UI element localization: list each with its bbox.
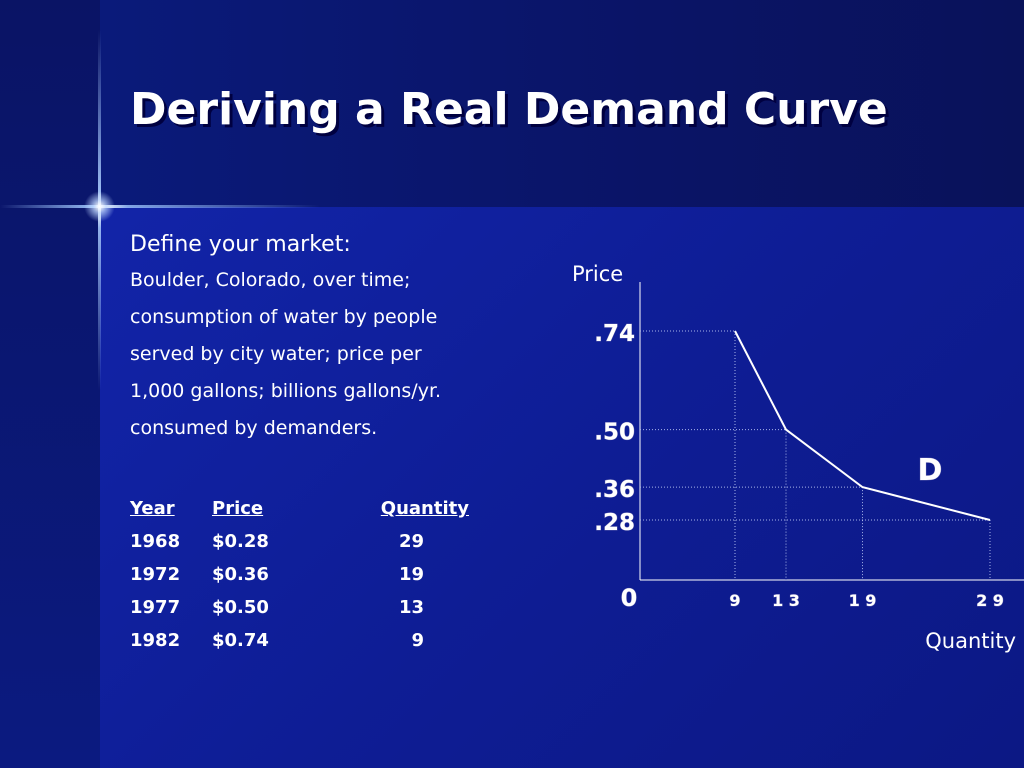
quantity-tick-label: 9 — [729, 591, 740, 610]
demand-curve-line — [734, 330, 991, 521]
slide-title: Deriving a Real Demand Curve — [130, 84, 888, 135]
demand-series-label: D — [918, 453, 943, 488]
price-quantity-table: Year Price Quantity 1968 $0.28 29 1972 $… — [130, 492, 469, 657]
intro-line: Define your market: — [130, 232, 351, 257]
price-tick-label: .74 — [594, 321, 635, 347]
quantity-axis-title: Quantity — [925, 629, 1016, 653]
description-line: Boulder, Colorado, over time; — [130, 269, 411, 291]
demand-curve-svg: .74 .50 .36 .28 9 1 3 1 9 2 9 0 D Price Quantity — [572, 262, 1024, 653]
quantity-tick-label: 2 9 — [976, 591, 1004, 610]
cell-price: $0.36 — [212, 564, 269, 585]
cell-year: 1982 — [130, 630, 181, 651]
cell-price: $0.74 — [212, 630, 269, 651]
cell-price: $0.50 — [212, 597, 269, 618]
cell-year: 1977 — [130, 597, 181, 618]
price-tick-label: .50 — [594, 420, 635, 446]
decorative-horizontal-line — [0, 205, 320, 208]
origin-label: 0 — [621, 584, 638, 612]
slide-body-background — [100, 207, 1024, 768]
slide-title-band — [100, 0, 1024, 207]
cell-quantity: 13 — [398, 597, 424, 618]
description-line: consumed by demanders. — [130, 417, 378, 439]
description-line: 1,000 gallons; billions gallons/yr. — [130, 380, 442, 402]
cell-quantity: 9 — [411, 630, 424, 651]
table-row: 1977 $0.50 13 — [130, 591, 469, 624]
decorative-star-glint — [84, 191, 115, 222]
price-axis-title: Price — [572, 262, 623, 286]
table-header-row: Year Price Quantity — [130, 492, 469, 525]
description-line: served by city water; price per — [130, 343, 422, 365]
market-description: Define your market: Boulder, Colorado, o… — [130, 228, 530, 447]
header-price: Price — [212, 498, 264, 519]
description-line: consumption of water by people — [130, 306, 438, 328]
quantity-tick-label: 1 9 — [849, 591, 877, 610]
quantity-tick-label: 1 3 — [772, 591, 800, 610]
cell-year: 1968 — [130, 531, 181, 552]
cell-quantity: 19 — [398, 564, 424, 585]
header-year: Year — [130, 498, 175, 519]
price-tick-label: .28 — [594, 510, 635, 536]
table-row: 1972 $0.36 19 — [130, 558, 469, 591]
table-row: 1982 $0.74 9 — [130, 624, 469, 657]
cell-price: $0.28 — [212, 531, 269, 552]
header-quantity: Quantity — [380, 498, 469, 519]
slide-left-band — [0, 0, 100, 768]
cell-quantity: 29 — [398, 531, 424, 552]
price-tick-label: .36 — [594, 477, 635, 503]
demand-curve-chart: .74 .50 .36 .28 9 1 3 1 9 2 9 0 D Price Quantity — [560, 250, 1024, 664]
table-row: 1968 $0.28 29 — [130, 525, 469, 558]
cell-year: 1972 — [130, 564, 181, 585]
